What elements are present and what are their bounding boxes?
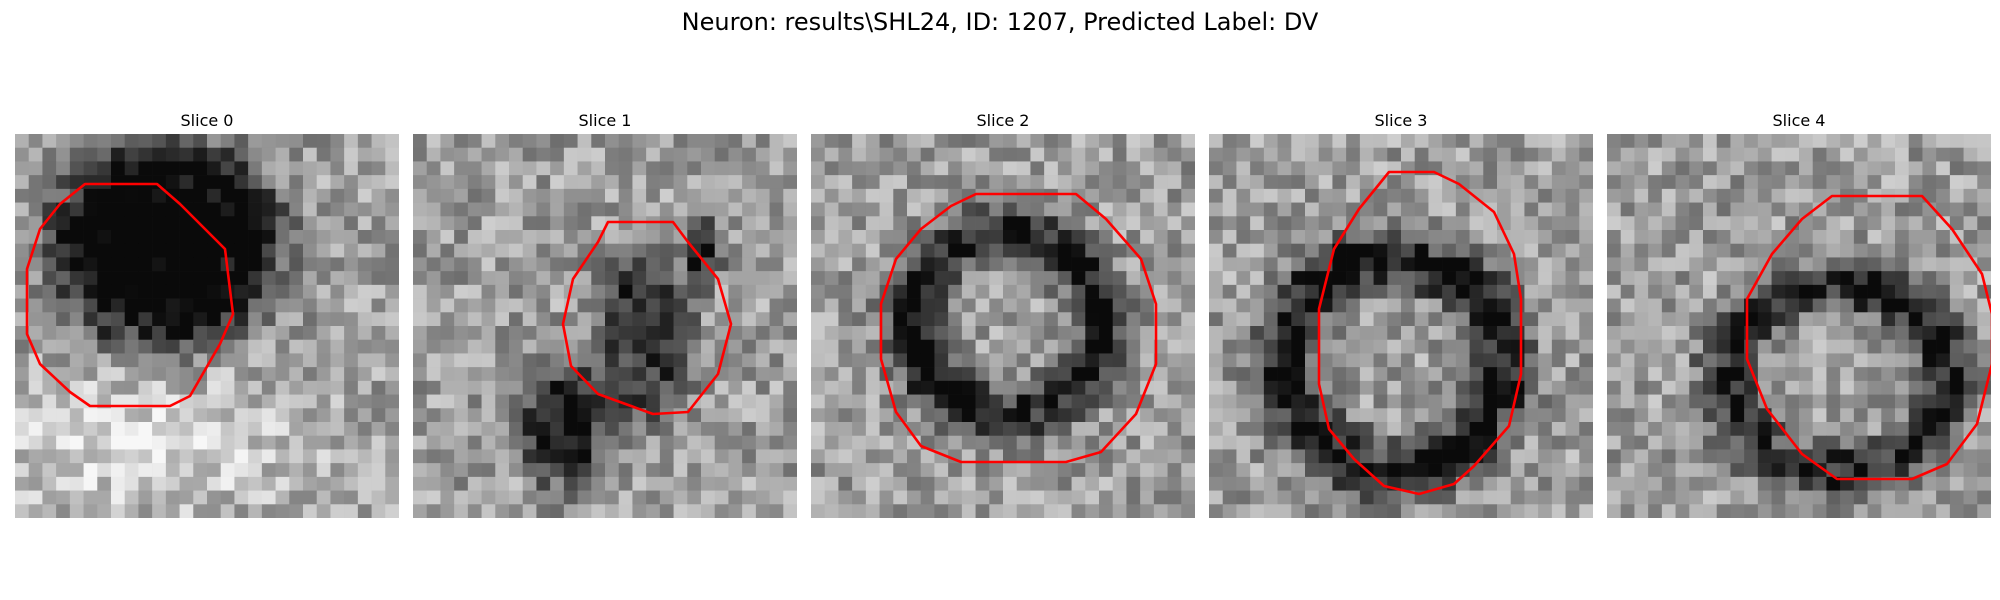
slice-panel-2: Slice 2 xyxy=(811,108,1195,518)
slice-panel-1: Slice 1 xyxy=(413,108,797,518)
slice-title-2: Slice 2 xyxy=(976,111,1030,130)
slice-panel-3: Slice 3 xyxy=(1209,108,1593,518)
micrograph-pixels xyxy=(1607,134,1991,518)
micrograph-pixels xyxy=(1209,134,1593,518)
figure-title: Neuron: results\SHL24, ID: 1207, Predict… xyxy=(681,8,1319,36)
segmentation-outline xyxy=(879,192,1158,464)
segmentation-outline xyxy=(25,182,235,408)
segmentation-outline xyxy=(561,220,733,416)
slice-title-1: Slice 1 xyxy=(578,111,632,130)
slice-image-3 xyxy=(1209,134,1593,518)
slice-image-0 xyxy=(15,134,399,518)
slice-panel-0: Slice 0 xyxy=(15,108,399,518)
segmentation-outline xyxy=(1745,194,1991,481)
slice-title-0: Slice 0 xyxy=(180,111,234,130)
micrograph-pixels xyxy=(413,134,797,518)
slice-panel-4: Slice 4 xyxy=(1607,108,1991,518)
slice-image-1 xyxy=(413,134,797,518)
slice-title-3: Slice 3 xyxy=(1374,111,1428,130)
slice-title-4: Slice 4 xyxy=(1772,111,1826,130)
micrograph-pixels xyxy=(811,134,1195,518)
micrograph-pixels xyxy=(15,134,399,518)
slice-image-4 xyxy=(1607,134,1991,518)
segmentation-outline xyxy=(1317,170,1523,496)
slice-image-2 xyxy=(811,134,1195,518)
